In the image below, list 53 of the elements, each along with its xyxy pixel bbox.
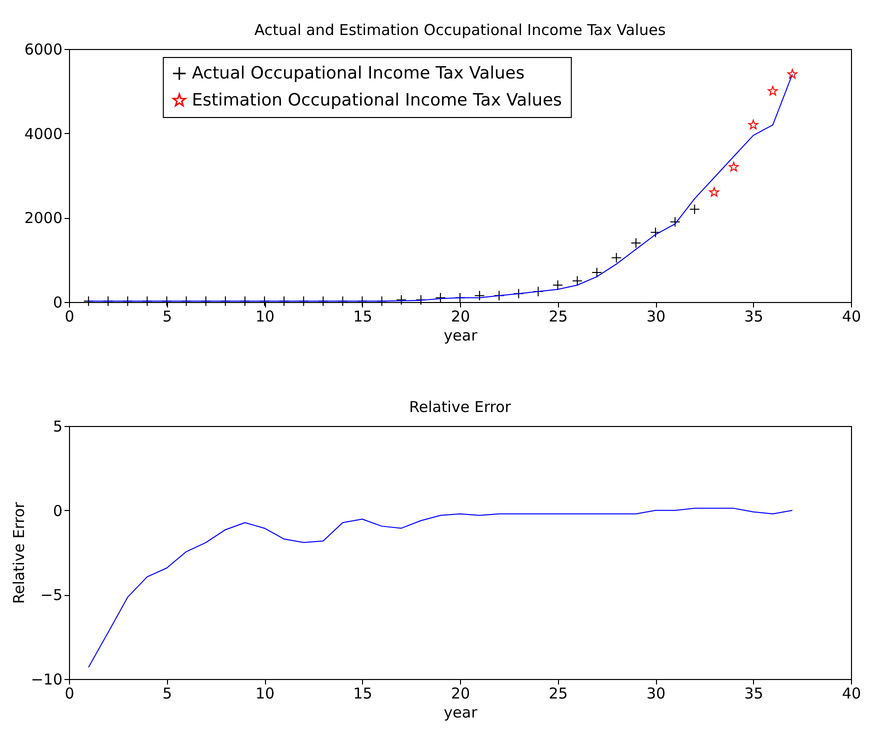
- point: [768, 86, 778, 96]
- y-tick-label: −5: [40, 586, 62, 604]
- point: [650, 227, 661, 238]
- point: [611, 252, 622, 263]
- x-tick-label: 30: [646, 308, 666, 326]
- x-tick-label: 40: [842, 308, 862, 326]
- y-tick-label: 5: [52, 418, 62, 436]
- x-tick-label: 15: [353, 684, 372, 702]
- x-tick-label: 0: [64, 684, 74, 702]
- line-series: [88, 508, 793, 668]
- y-tick-label: 4000: [24, 124, 62, 143]
- point: [728, 162, 739, 172]
- x-tick-label: 25: [548, 684, 568, 702]
- y-tick-label: 6000: [24, 40, 62, 58]
- point: [435, 292, 446, 304]
- y-tick-label: 0: [52, 294, 62, 312]
- point: [670, 216, 680, 228]
- x-tick-label: 10: [255, 308, 275, 326]
- x-tick-label: 35: [744, 308, 764, 326]
- point: [396, 294, 407, 306]
- y-axis-title: Relative Error: [10, 501, 28, 604]
- legend-label: Estimation Occupational Income Tax Values: [192, 90, 562, 110]
- x-tick-label: 15: [353, 308, 372, 326]
- point: [709, 187, 720, 197]
- point: [552, 280, 563, 290]
- x-axis-title: year: [444, 326, 478, 344]
- y-tick-label: 2000: [24, 209, 62, 228]
- x-tick-label: 10: [255, 684, 275, 702]
- chart-title: Relative Error: [409, 398, 512, 416]
- point: [748, 120, 758, 130]
- point: [474, 290, 485, 301]
- point: [787, 69, 798, 79]
- point: [572, 276, 583, 286]
- x-tick-label: 40: [842, 684, 862, 702]
- x-tick-label: 20: [450, 684, 470, 702]
- point: [532, 286, 544, 297]
- x-tick-label: 25: [548, 308, 568, 326]
- chart-title: Actual and Estimation Occupational Income Tax Values: [254, 21, 666, 39]
- point: [513, 288, 524, 299]
- x-tick-label: 5: [162, 308, 172, 326]
- point: [592, 267, 602, 278]
- x-tick-label: 35: [744, 684, 764, 702]
- point: [630, 238, 642, 248]
- point: [689, 204, 700, 214]
- x-tick-label: 30: [646, 684, 666, 702]
- legend-label: Actual Occupational Income Tax Values: [192, 64, 525, 84]
- x-tick-label: 20: [450, 308, 470, 326]
- point: [494, 290, 504, 301]
- x-axis-title: year: [444, 704, 478, 722]
- x-tick-label: 5: [162, 684, 172, 702]
- y-tick-label: −10: [30, 670, 62, 688]
- x-tick-label: 0: [64, 308, 74, 326]
- y-tick-label: 0: [52, 502, 62, 520]
